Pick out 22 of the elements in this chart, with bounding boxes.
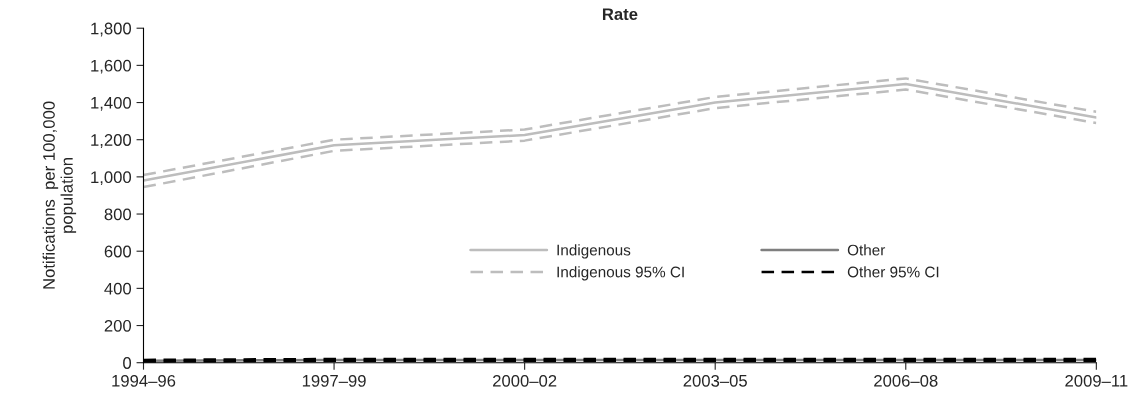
chart-title: Rate xyxy=(602,8,638,21)
y-tick-label: 1,400 xyxy=(91,96,132,111)
y-axis-title: Notifications per 100,000 population xyxy=(42,101,77,289)
x-tick-label: 2006–08 xyxy=(874,374,938,387)
legend-label: Indigenous 95% CI xyxy=(557,266,684,281)
x-tick-label: 1994–96 xyxy=(112,374,176,387)
y-tick-label: 1,600 xyxy=(91,59,132,74)
y-tick-label: 1,800 xyxy=(91,22,132,37)
x-tick-label: 2009–11 xyxy=(1065,374,1128,387)
x-tick-label: 1997–99 xyxy=(302,374,366,387)
y-tick-label: 0 xyxy=(123,357,132,369)
y-tick-label: 1,000 xyxy=(91,171,132,186)
y-tick-label: 600 xyxy=(104,245,132,258)
y-tick-label: 1,200 xyxy=(91,134,132,148)
legend-label: Other 95% CI xyxy=(847,266,939,278)
legend-label: Indigenous xyxy=(557,244,631,259)
y-tick-label: 400 xyxy=(104,282,132,295)
y-tick-label: 200 xyxy=(104,319,132,332)
legend-label: Other xyxy=(847,244,886,256)
x-tick-label: 2003–05 xyxy=(683,374,747,387)
y-tick-label: 800 xyxy=(104,208,132,221)
x-tick-label: 2000–02 xyxy=(493,374,557,387)
